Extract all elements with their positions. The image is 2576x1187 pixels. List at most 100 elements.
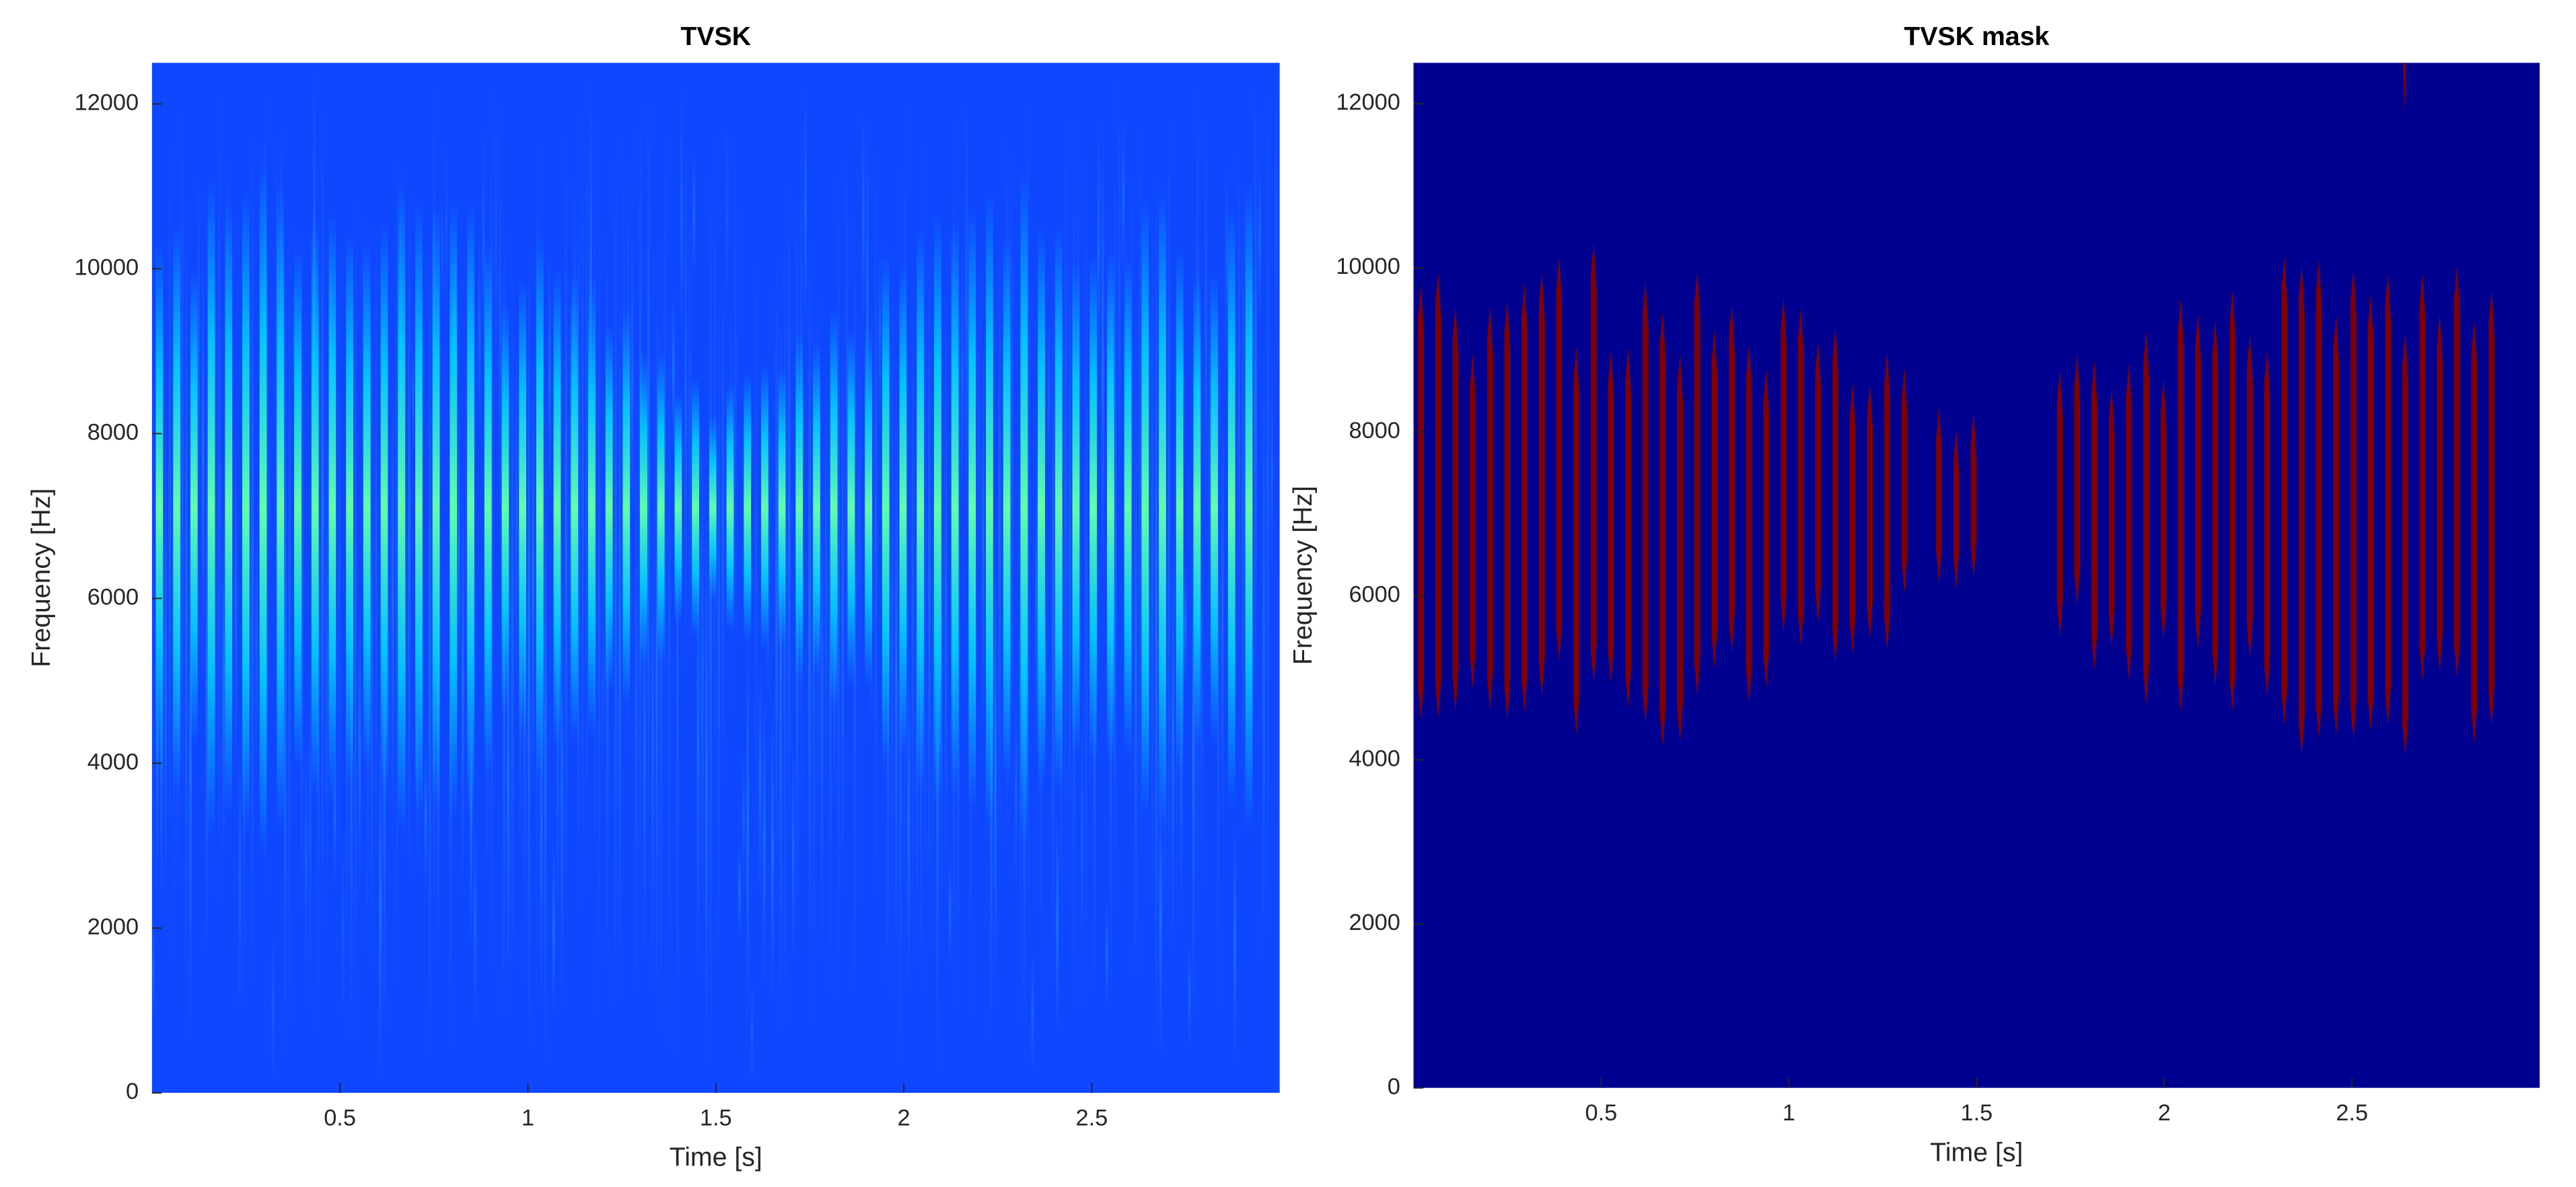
noise-streak [853, 197, 857, 1019]
noise-streak [288, 201, 291, 1050]
x-tick-label: 2 [2158, 1100, 2171, 1126]
noise-streak [614, 141, 617, 1029]
noise-streak [861, 105, 865, 332]
spectral-stripe [1211, 270, 1218, 746]
mask-stripe [2160, 378, 2167, 641]
noise-streak [188, 477, 192, 1053]
y-tick-label: 8000 [87, 419, 139, 445]
spectral-stripe [882, 252, 890, 764]
noise-streak [201, 233, 205, 686]
x-axis-label: Time [s] [670, 1143, 762, 1172]
noise-streak [684, 129, 688, 690]
noise-streak [408, 174, 411, 898]
noise-streak [820, 428, 824, 972]
noise-streak [1242, 162, 1245, 840]
noise-streak [981, 333, 985, 738]
mask-stripe [1538, 272, 1545, 697]
noise-streak [1167, 98, 1170, 935]
spectral-stripe [1245, 183, 1253, 832]
spectral-stripe [744, 371, 752, 644]
mask-stripe [1729, 304, 1735, 653]
mask-stripe [1659, 311, 1666, 747]
noise-streak [680, 85, 683, 349]
spectral-stripe [415, 203, 423, 814]
spectral-stripe [173, 221, 181, 795]
noise-streak [428, 222, 431, 1077]
noise-streak [1225, 158, 1228, 370]
spectral-stripe [1054, 222, 1063, 793]
spectral-stripe [1141, 196, 1149, 819]
noise-streak [1019, 376, 1022, 992]
spectral-stripe [450, 196, 458, 819]
noise-streak [1101, 137, 1104, 596]
noise-streak [668, 204, 671, 1087]
y-tick-label: 0 [126, 1079, 139, 1104]
x-tick-label: 1.5 [1960, 1100, 1993, 1126]
noise-streak [238, 732, 242, 1024]
spectral-stripe [190, 267, 198, 748]
x-tick-label: 2.5 [2336, 1100, 2368, 1126]
mask-stripe [2143, 331, 2149, 705]
spectral-stripe [1106, 250, 1114, 766]
spectral-stripe [657, 351, 665, 664]
spectral-stripe [242, 187, 250, 828]
spectral-stripe [692, 377, 699, 639]
spectral-stripe [1020, 170, 1028, 846]
noise-streak [544, 370, 547, 1079]
noise-streak [598, 167, 601, 1048]
spectral-stripe [830, 306, 838, 709]
noise-streak [478, 237, 481, 437]
spectral-stripe [795, 332, 803, 683]
noise-streak [651, 489, 654, 1001]
noise-streak [1027, 73, 1030, 960]
noise-streak [631, 224, 634, 531]
noise-streak [337, 233, 341, 922]
mask-stripe [1470, 353, 1476, 689]
noise-streak [333, 746, 336, 888]
y-tick-label: 8000 [1349, 418, 1400, 443]
noise-streak [540, 635, 543, 1017]
mask-stripe [1711, 329, 1718, 669]
noise-streak [738, 840, 741, 941]
x-tick-label: 1 [1783, 1100, 1795, 1126]
noise-streak [561, 555, 564, 1021]
noise-streak [1047, 310, 1050, 482]
noise-streak [692, 146, 696, 283]
noise-streak [222, 493, 225, 876]
noise-streak [1056, 808, 1059, 1038]
noise-streak [1258, 155, 1261, 326]
mask-stripe [1849, 383, 1856, 655]
mask-stripe [1504, 299, 1511, 721]
mask-stripe [2212, 320, 2219, 686]
mask-stripe [1746, 343, 1752, 704]
noise-streak [441, 185, 444, 315]
noise-streak [824, 369, 828, 786]
noise-streak [717, 277, 721, 976]
y-tick-label: 4000 [87, 749, 139, 775]
noise-streak [1172, 499, 1174, 963]
noise-streak [701, 419, 704, 941]
noise-streak [928, 229, 931, 936]
spectral-stripe [501, 301, 509, 715]
spectral-stripe [1003, 232, 1011, 783]
noise-streak [775, 248, 779, 907]
noise-streak [292, 291, 295, 400]
noise-streak [585, 63, 588, 923]
noise-streak [1035, 430, 1038, 758]
noise-streak [1192, 474, 1195, 1026]
x-tick-label: 1.5 [700, 1105, 732, 1130]
mask-stripe [2402, 332, 2408, 757]
y-axis-label: Frequency [Hz] [1288, 486, 1318, 665]
noise-streak [1052, 262, 1055, 997]
spectral-stripe [1159, 188, 1166, 828]
spectral-stripe [328, 210, 336, 805]
noise-streak [1010, 147, 1013, 797]
mask-stripe [1452, 306, 1459, 712]
noise-streak [725, 118, 729, 318]
chart: TVSK mask Time [s] Frequency [Hz] 0.5 1 1.5 2 2… [1288, 22, 2540, 1167]
noise-streak [944, 295, 947, 915]
noise-streak [647, 90, 650, 855]
noise-streak [791, 735, 795, 970]
